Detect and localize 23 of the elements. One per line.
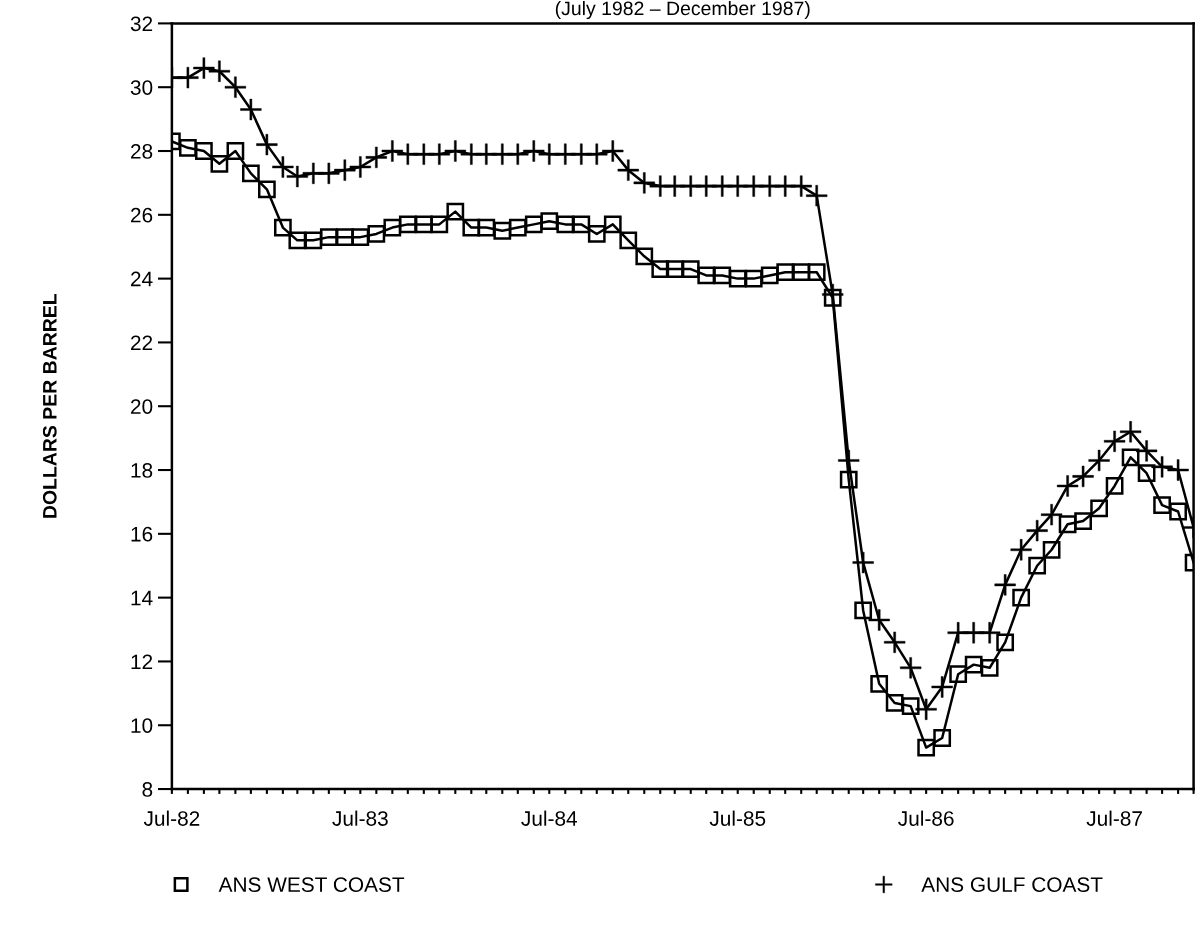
y-axis-title: DOLLARS PER BARREL: [42, 293, 57, 518]
y-tick-label: 30: [130, 80, 153, 95]
y-tick-label: 32: [130, 16, 153, 32]
y-tick-label: 26: [131, 207, 153, 223]
y-tick-label: 8: [142, 782, 153, 797]
y-tick-label: 18: [131, 463, 153, 478]
y-tick-label: 16: [131, 526, 153, 542]
x-tick-label: Jul-85: [709, 810, 766, 826]
y-tick-label: 22: [131, 335, 153, 350]
y-tick-label: 10: [131, 718, 153, 733]
y-tick-label: 14: [131, 590, 153, 606]
x-tick-label: Jul-84: [521, 810, 578, 826]
chart-subtitle: (July 1982 – December 1987): [555, 0, 810, 20]
x-tick-label: Jul-87: [1086, 810, 1142, 826]
y-tick-label: 12: [131, 654, 153, 669]
x-tick-label: Jul-86: [898, 810, 954, 826]
legend-label: ANS GULF COAST: [921, 877, 1103, 893]
y-tick-label: 20: [131, 399, 153, 414]
x-tick-label: Jul-83: [332, 810, 388, 826]
legend-label: ANS WEST COAST: [218, 877, 405, 893]
x-tick-label: Jul-82: [143, 810, 200, 826]
y-tick-label: 24: [131, 271, 153, 287]
y-tick-label: 28: [131, 144, 153, 159]
